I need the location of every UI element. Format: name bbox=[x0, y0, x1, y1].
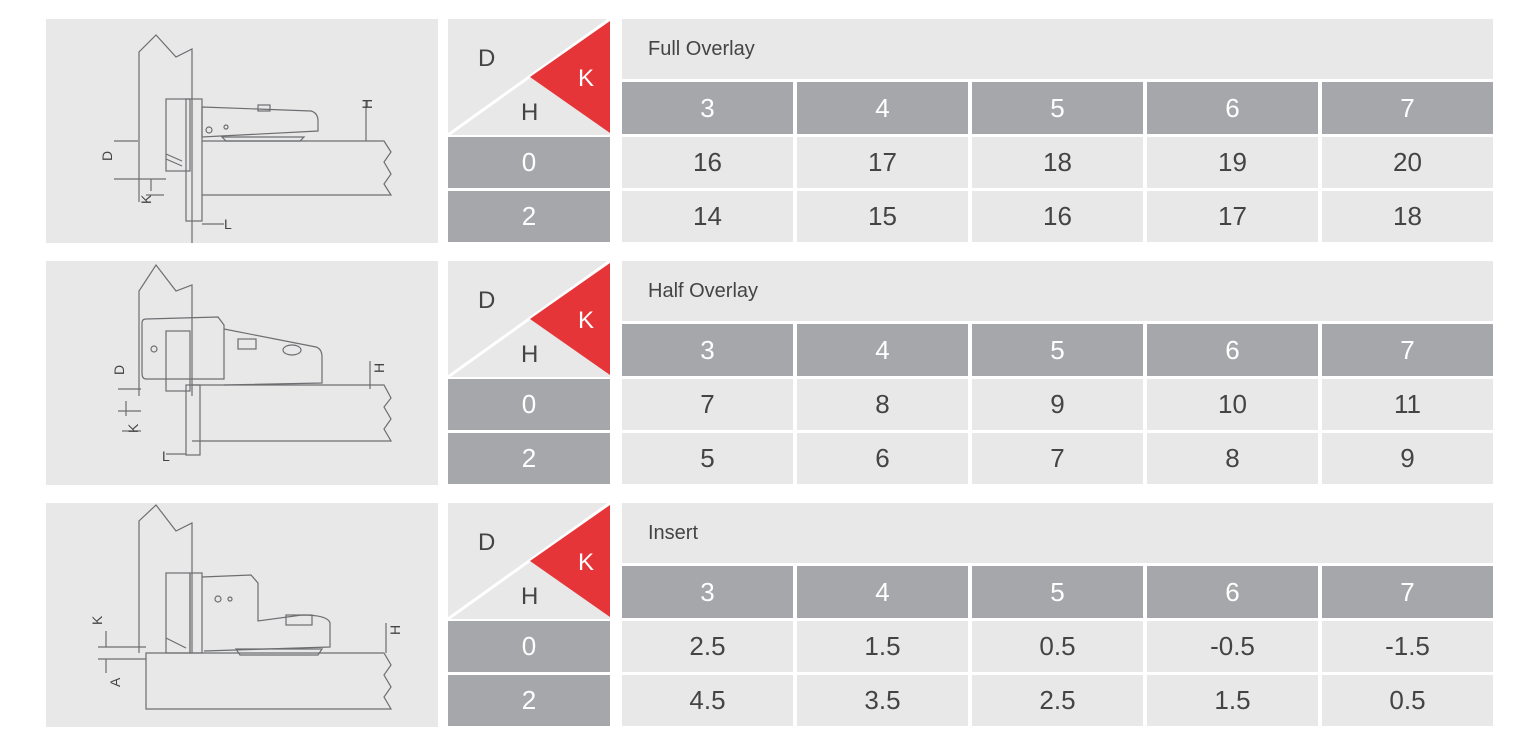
table-cell: 0.5 bbox=[1322, 675, 1493, 726]
table-cell: 8 bbox=[1147, 433, 1318, 484]
table-cell: -0.5 bbox=[1147, 621, 1318, 672]
table-cell: 17 bbox=[1147, 191, 1318, 242]
insert-hinge-diagram: K A H bbox=[46, 503, 438, 727]
d-label: D bbox=[478, 45, 496, 72]
k-column-header: 6 bbox=[1147, 82, 1318, 134]
table-cell: 2.5 bbox=[972, 675, 1143, 726]
h-label: H bbox=[521, 341, 539, 368]
table-cell: 19 bbox=[1147, 137, 1318, 188]
table-cell: 9 bbox=[1322, 433, 1493, 484]
table-cell: 1.5 bbox=[797, 621, 968, 672]
table-cell: 3.5 bbox=[797, 675, 968, 726]
k-column-header: 3 bbox=[622, 566, 793, 618]
table-cell: 10 bbox=[1147, 379, 1318, 430]
table-cell: 1.5 bbox=[1147, 675, 1318, 726]
k-column-header: 6 bbox=[1147, 566, 1318, 618]
d-label: D bbox=[478, 287, 496, 314]
k-column-header: 4 bbox=[797, 82, 968, 134]
diagram-label-k: K bbox=[138, 194, 154, 204]
table-cell: 17 bbox=[797, 137, 968, 188]
k-label: K bbox=[578, 65, 595, 92]
k-column-header: 6 bbox=[1147, 324, 1318, 376]
d-h-k-header-cell: D H K bbox=[448, 503, 610, 619]
k-column-header: 5 bbox=[972, 566, 1143, 618]
k-accent-triangle bbox=[530, 21, 610, 133]
h-row-header: 0 bbox=[448, 621, 610, 672]
k-accent-triangle bbox=[530, 505, 610, 617]
diagram-label-k: K bbox=[89, 615, 105, 625]
k-label: K bbox=[578, 549, 595, 576]
table-title: Insert bbox=[622, 503, 1493, 563]
full-overlay-section: D K L H D H K 0 2 Full Overlay 3 4 5 6 7… bbox=[0, 19, 1514, 245]
k-accent-triangle bbox=[530, 263, 610, 375]
insert-section: K A H D H K 0 2 Insert 3 4 5 6 7 2.5 1.5… bbox=[0, 503, 1514, 729]
table-cell: 16 bbox=[972, 191, 1143, 242]
h-row-header: 0 bbox=[448, 379, 610, 430]
full-overlay-hinge-diagram: D K L H bbox=[46, 19, 438, 243]
diagram-label-h: H bbox=[387, 625, 403, 635]
table-cell: 5 bbox=[622, 433, 793, 484]
diagram-label-h: H bbox=[359, 99, 375, 109]
table-cell: 18 bbox=[1322, 191, 1493, 242]
k-column-header: 3 bbox=[622, 82, 793, 134]
table-cell: 16 bbox=[622, 137, 793, 188]
k-column-header: 7 bbox=[1322, 324, 1493, 376]
k-column-header: 7 bbox=[1322, 566, 1493, 618]
half-overlay-hinge-diagram: D K L H bbox=[46, 261, 438, 485]
k-column-header: 4 bbox=[797, 566, 968, 618]
half-overlay-section: D K L H D H K 0 2 Half Overlay 3 4 5 6 7… bbox=[0, 261, 1514, 487]
table-cell: 15 bbox=[797, 191, 968, 242]
k-column-header: 5 bbox=[972, 82, 1143, 134]
table-cell: 14 bbox=[622, 191, 793, 242]
table-cell: 9 bbox=[972, 379, 1143, 430]
h-row-header: 2 bbox=[448, 675, 610, 726]
diagram-label-l: L bbox=[162, 448, 170, 464]
diagram-label-a: A bbox=[107, 677, 123, 687]
table-cell: 7 bbox=[972, 433, 1143, 484]
table-cell: -1.5 bbox=[1322, 621, 1493, 672]
h-label: H bbox=[521, 99, 539, 126]
h-row-header: 0 bbox=[448, 137, 610, 188]
table-cell: 7 bbox=[622, 379, 793, 430]
k-column-header: 3 bbox=[622, 324, 793, 376]
table-cell: 4.5 bbox=[622, 675, 793, 726]
diagram-label-d: D bbox=[99, 151, 115, 161]
table-cell: 8 bbox=[797, 379, 968, 430]
table-title: Half Overlay bbox=[622, 261, 1493, 321]
k-column-header: 5 bbox=[972, 324, 1143, 376]
diagram-label-l: L bbox=[224, 216, 232, 232]
diagram-label-d: D bbox=[111, 365, 127, 375]
table-cell: 0.5 bbox=[972, 621, 1143, 672]
k-label: K bbox=[578, 307, 595, 334]
table-cell: 2.5 bbox=[622, 621, 793, 672]
d-h-k-header-cell: D H K bbox=[448, 19, 610, 135]
d-label: D bbox=[478, 529, 496, 556]
table-cell: 18 bbox=[972, 137, 1143, 188]
k-column-header: 7 bbox=[1322, 82, 1493, 134]
k-column-header: 4 bbox=[797, 324, 968, 376]
table-title: Full Overlay bbox=[622, 19, 1493, 79]
diagram-label-h: H bbox=[371, 363, 387, 373]
h-label: H bbox=[521, 583, 539, 610]
diagram-label-k: K bbox=[125, 423, 141, 433]
h-row-header: 2 bbox=[448, 191, 610, 242]
h-row-header: 2 bbox=[448, 433, 610, 484]
table-cell: 6 bbox=[797, 433, 968, 484]
d-h-k-header-cell: D H K bbox=[448, 261, 610, 377]
table-cell: 11 bbox=[1322, 379, 1493, 430]
table-cell: 20 bbox=[1322, 137, 1493, 188]
